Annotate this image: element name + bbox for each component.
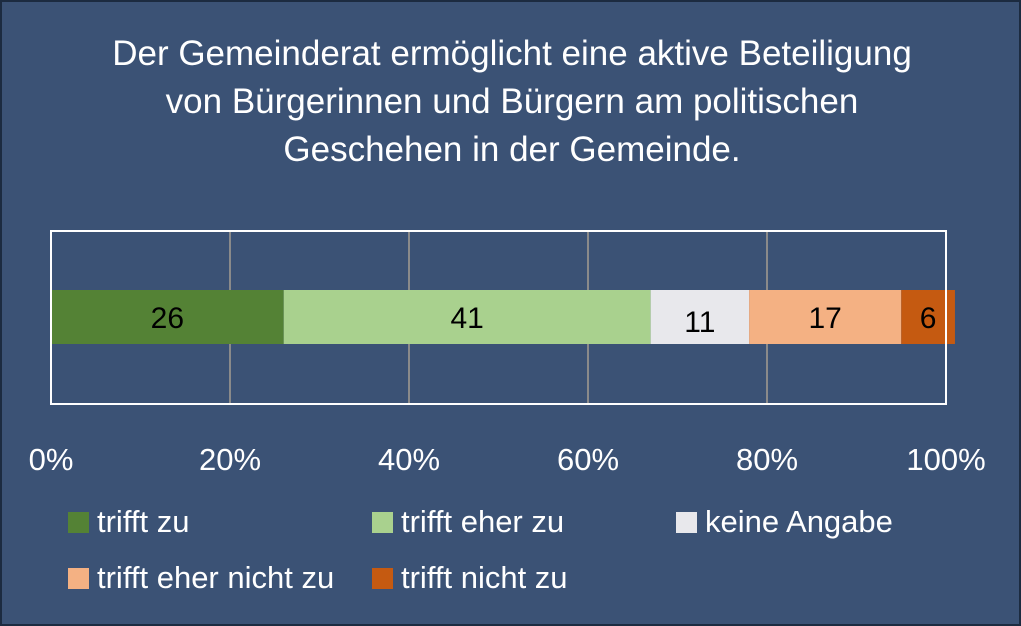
bar-segments [51, 290, 955, 344]
legend-item: trifft zu [68, 504, 189, 540]
data-label: 11 [684, 306, 715, 339]
x-tick-label: 80% [736, 442, 798, 477]
x-axis-tick-labels: 0% 20% 40% 60% 80% 100% [29, 442, 986, 477]
x-tick-label: 20% [199, 442, 261, 477]
x-tick-label: 100% [906, 442, 985, 477]
bar-segment [749, 290, 902, 344]
data-label: 17 [808, 302, 841, 335]
data-label: 6 [920, 302, 937, 335]
bar-segment [283, 290, 651, 344]
plot-area-border [50, 230, 947, 405]
legend-label: trifft eher zu [401, 504, 565, 539]
legend-swatch [676, 511, 697, 533]
legend-item: trifft nicht zu [372, 560, 568, 596]
legend-label: trifft zu [97, 504, 190, 539]
chart-title: Der Gemeinderat ermöglicht eine aktive B… [112, 34, 912, 169]
legend-item: trifft eher zu [372, 504, 564, 540]
legend-item: keine Angabe [676, 504, 893, 540]
x-tick-label: 40% [378, 442, 440, 477]
bar-segment [650, 290, 750, 344]
legend-swatch [68, 511, 89, 533]
data-labels: 26 41 11 17 6 [151, 302, 937, 339]
bar-segment [51, 290, 284, 344]
legend-label: trifft eher nicht zu [97, 560, 335, 595]
legend-item: trifft eher nicht zu [68, 560, 334, 596]
legend-swatch [68, 567, 89, 589]
data-label: 41 [450, 302, 483, 335]
legend-label: trifft nicht zu [401, 560, 568, 595]
legend-swatch [372, 511, 393, 533]
x-tick-label: 60% [557, 442, 619, 477]
legend-label: keine Angabe [705, 504, 893, 539]
x-tick-label: 0% [29, 442, 74, 477]
data-label: 26 [151, 302, 184, 335]
legend-swatch [372, 567, 393, 589]
